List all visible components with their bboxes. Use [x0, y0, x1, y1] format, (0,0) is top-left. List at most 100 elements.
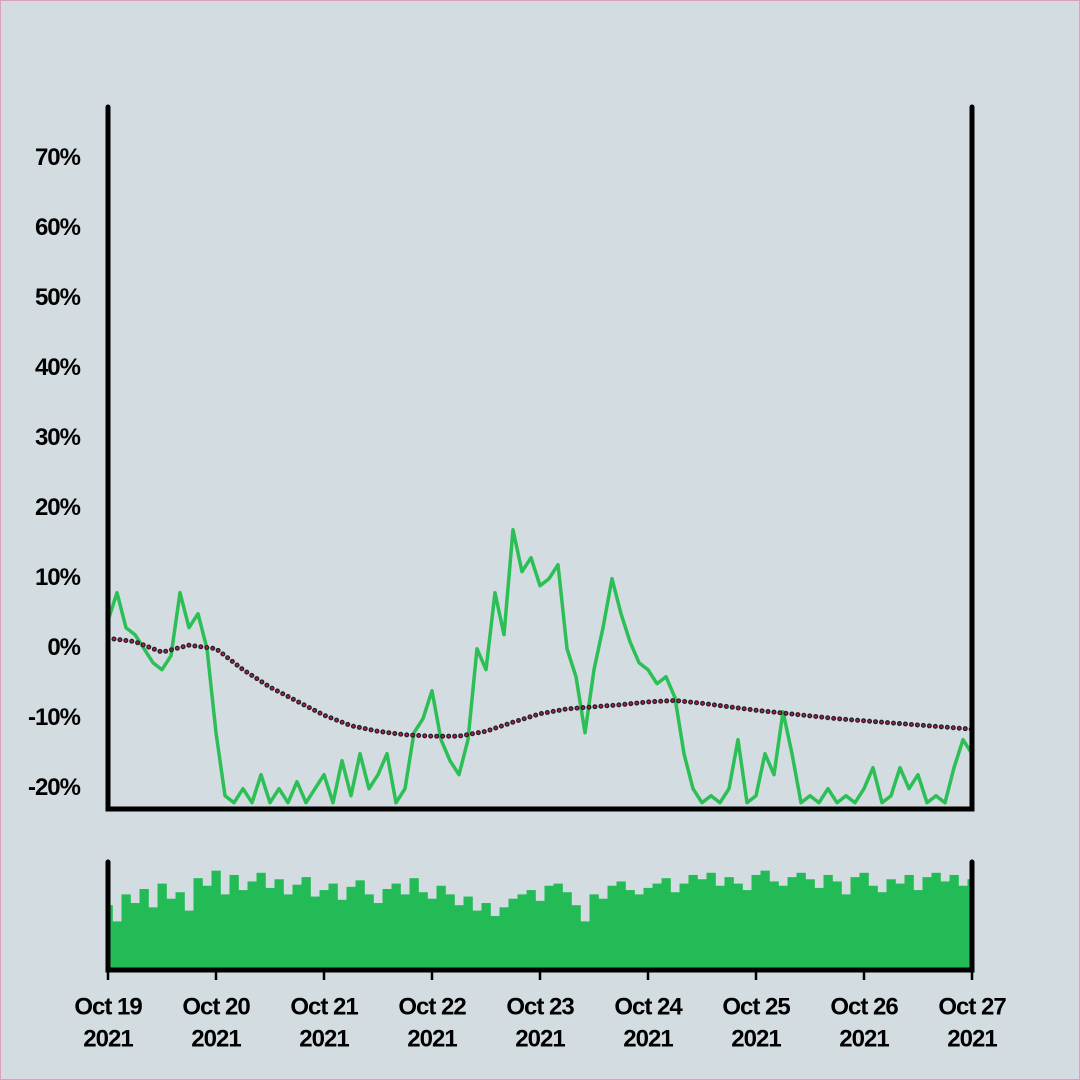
volume-bar: [409, 878, 419, 970]
volume-bar: [184, 910, 194, 970]
price-frame: [105, 104, 975, 812]
volume-bar: [922, 877, 932, 970]
volume-bar: [301, 877, 311, 970]
y-tick-label: 40%: [35, 354, 81, 381]
x-tick-label: Oct 24: [614, 993, 683, 1020]
volume-bar: [895, 883, 905, 970]
volume-bar: [121, 894, 131, 970]
volume-bar: [643, 887, 653, 970]
volume-bar: [670, 892, 680, 970]
volume-bar: [517, 894, 527, 970]
x-tick-label: Oct 26: [830, 993, 898, 1020]
volume-bar: [508, 898, 518, 970]
volume-bar: [328, 883, 338, 970]
x-tick-label: 2021: [83, 1025, 133, 1052]
volume-bar: [886, 879, 896, 970]
volume-bar: [157, 883, 167, 970]
volume-bar: [787, 877, 797, 970]
volume-bar: [904, 874, 914, 970]
volume-bar: [679, 883, 689, 970]
volume-bar: [913, 890, 923, 970]
volume-bar: [391, 883, 401, 970]
volume-bar: [697, 879, 707, 970]
volume-bar: [481, 903, 491, 970]
volume-bar: [130, 903, 140, 970]
volume-bar: [778, 885, 788, 970]
y-tick-label: -10%: [28, 704, 81, 731]
volume-bar: [202, 885, 212, 970]
volume-bar: [877, 892, 887, 970]
volume-bar: [742, 890, 752, 970]
volume-bar: [463, 896, 473, 970]
volume-bar: [211, 870, 221, 970]
volume-bar: [553, 883, 563, 970]
moving-average-dots: [108, 637, 972, 738]
volume-bar: [562, 892, 572, 970]
volume-bar: [814, 887, 824, 970]
x-tick-label: 2021: [623, 1025, 673, 1052]
volume-bar: [769, 881, 779, 970]
volume-bar: [373, 903, 383, 970]
volume-bar: [949, 874, 959, 970]
volume-bar: [490, 916, 500, 970]
volume-bar: [337, 899, 347, 970]
volume-bar: [175, 892, 185, 970]
volume-bar: [859, 872, 869, 970]
y-tick-label: 10%: [35, 564, 81, 591]
volume-bar: [652, 883, 662, 970]
volume-bar: [193, 878, 203, 970]
price-line: [108, 527, 972, 805]
x-tick-label: Oct 25: [722, 993, 790, 1020]
volume-bar: [364, 894, 374, 970]
volume-bar: [283, 894, 293, 970]
volume-bar: [247, 881, 257, 970]
volume-bar: [319, 890, 329, 970]
volume-plot: [108, 870, 972, 970]
volume-bar: [256, 872, 266, 970]
volume-bar: [535, 900, 545, 970]
volume-bar: [733, 883, 743, 970]
volume-bar: [724, 877, 734, 970]
volume-bar: [454, 905, 464, 970]
volume-bar: [796, 872, 806, 970]
volume-bar: [706, 872, 716, 970]
volume-bar: [265, 887, 275, 970]
y-tick-label: 0%: [47, 634, 80, 661]
volume-bar: [292, 884, 302, 970]
volume-bar: [607, 885, 617, 970]
volume-bar: [958, 885, 968, 970]
x-tick-label: Oct 20: [182, 993, 250, 1020]
volume-bar: [625, 890, 635, 970]
x-tick-label: Oct 21: [290, 993, 358, 1020]
volume-bar: [805, 879, 815, 970]
volume-bar: [436, 885, 446, 970]
volume-bar: [472, 910, 482, 970]
volume-bar: [634, 894, 644, 970]
volume-bar: [526, 890, 536, 970]
x-tick-label: 2021: [515, 1025, 565, 1052]
volume-bar: [382, 889, 392, 970]
volume-bar: [580, 921, 590, 970]
x-tick-label: 2021: [731, 1025, 781, 1052]
x-tick-label: Oct 27: [938, 993, 1006, 1020]
volume-bar: [220, 894, 230, 970]
x-tick-label: 2021: [947, 1025, 997, 1052]
volume-bar: [445, 894, 455, 970]
y-tick-label: 20%: [35, 494, 81, 521]
volume-bar: [598, 898, 608, 970]
volume-bar: [832, 881, 842, 970]
volume-bar: [589, 894, 599, 970]
volume-bar: [868, 885, 878, 970]
volume-bar: [148, 907, 158, 970]
volume-bar: [166, 898, 176, 970]
volume-bar: [499, 907, 509, 970]
volume-bar: [229, 874, 239, 970]
x-tick-label: 2021: [299, 1025, 349, 1052]
volume-bar: [346, 886, 356, 970]
volume-bar: [418, 892, 428, 970]
volume-bar: [310, 896, 320, 970]
volume-bar: [760, 870, 770, 970]
volume-bar: [139, 889, 149, 970]
y-tick-label: -20%: [28, 774, 81, 801]
